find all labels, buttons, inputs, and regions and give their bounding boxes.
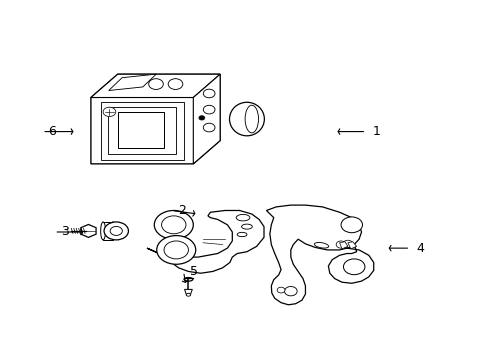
Ellipse shape (186, 293, 190, 296)
Polygon shape (347, 242, 356, 249)
Circle shape (284, 287, 297, 296)
Circle shape (110, 226, 122, 235)
Circle shape (335, 241, 345, 248)
Polygon shape (91, 74, 220, 98)
Text: 2: 2 (177, 204, 185, 217)
Ellipse shape (183, 278, 192, 281)
Ellipse shape (110, 222, 116, 240)
Circle shape (342, 240, 352, 247)
Polygon shape (339, 242, 347, 249)
Circle shape (203, 105, 215, 114)
Ellipse shape (314, 243, 328, 248)
Ellipse shape (236, 215, 249, 221)
Polygon shape (266, 205, 373, 305)
Text: 4: 4 (416, 242, 424, 255)
Circle shape (157, 235, 195, 264)
Text: 1: 1 (372, 125, 380, 138)
Circle shape (148, 79, 163, 89)
Circle shape (154, 211, 193, 239)
Polygon shape (101, 102, 183, 159)
Polygon shape (91, 74, 220, 164)
Circle shape (203, 89, 215, 98)
Ellipse shape (237, 232, 246, 237)
Circle shape (168, 79, 183, 89)
Ellipse shape (241, 224, 252, 229)
Circle shape (203, 123, 215, 132)
Text: 6: 6 (48, 125, 56, 138)
Polygon shape (108, 74, 156, 90)
Text: 5: 5 (189, 265, 198, 278)
Polygon shape (81, 225, 96, 237)
Circle shape (199, 116, 204, 120)
Polygon shape (193, 74, 220, 164)
Circle shape (103, 107, 116, 117)
Circle shape (161, 216, 185, 234)
Ellipse shape (101, 222, 105, 240)
Polygon shape (108, 107, 176, 154)
Polygon shape (147, 211, 264, 273)
Circle shape (340, 217, 362, 233)
Ellipse shape (244, 105, 258, 133)
Text: 3: 3 (61, 225, 68, 238)
Circle shape (343, 259, 364, 275)
Ellipse shape (229, 102, 264, 136)
Circle shape (277, 287, 285, 293)
Circle shape (163, 241, 188, 259)
Polygon shape (118, 112, 163, 148)
Polygon shape (184, 289, 192, 295)
Circle shape (104, 222, 128, 240)
Bar (103, 222, 113, 240)
